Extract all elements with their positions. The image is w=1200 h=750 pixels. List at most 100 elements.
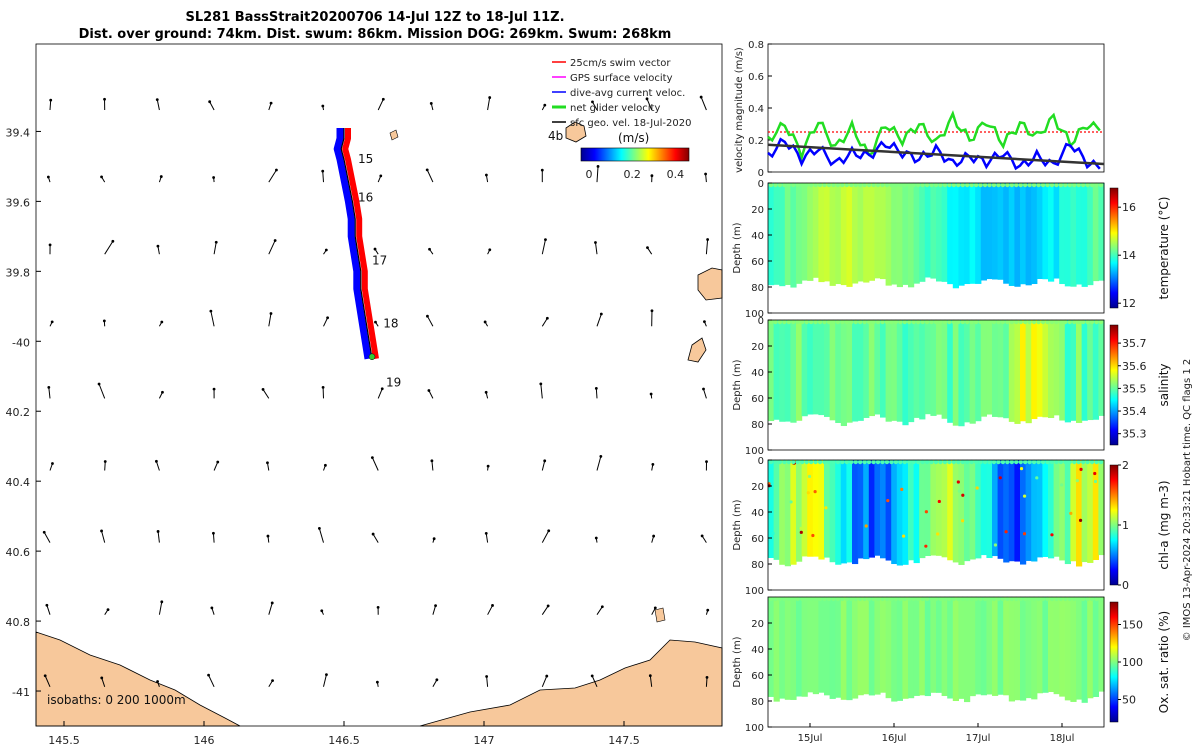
- current-arrow-head: [590, 674, 594, 678]
- surface-dot: [880, 182, 885, 188]
- surface-dot: [795, 319, 800, 325]
- surface-dot: [965, 319, 970, 325]
- data-column: [1014, 460, 1021, 562]
- data-column: [969, 597, 976, 697]
- surface-dot: [808, 596, 814, 602]
- surface-dot: [1018, 596, 1023, 602]
- surface-dot: [831, 319, 836, 325]
- current-arrow: [431, 460, 434, 471]
- data-column: [919, 460, 926, 559]
- data-column: [1076, 597, 1083, 700]
- current-arrow-head: [379, 174, 383, 178]
- surface-dot: [791, 319, 796, 325]
- data-column: [784, 320, 791, 422]
- surface-dot: [987, 319, 992, 325]
- current-arrow: [591, 675, 598, 688]
- surface-dot: [844, 596, 850, 602]
- panel-colorbar: [1109, 601, 1119, 723]
- data-column: [1098, 183, 1105, 281]
- data-point: [771, 531, 775, 535]
- data-column: [1092, 460, 1099, 561]
- vel-series-line: [767, 143, 1105, 166]
- surface-dot: [996, 182, 1001, 188]
- island-small: [687, 337, 707, 363]
- current-arrow: [104, 241, 114, 255]
- surface-dot: [840, 182, 845, 188]
- current-arrow: [209, 101, 215, 111]
- data-column: [986, 460, 993, 559]
- surface-dot: [991, 319, 997, 325]
- panel-frame: [767, 596, 1105, 728]
- colorbar-label: salinity: [1157, 363, 1171, 406]
- data-column: [975, 460, 982, 559]
- surface-dot: [1014, 596, 1019, 602]
- footer-note: © IMOS 13-Apr-2024 20:33:21 Hobart time.…: [1182, 359, 1193, 642]
- data-column: [1081, 460, 1088, 563]
- surface-dot: [1022, 182, 1028, 188]
- current-arrow-head: [706, 608, 710, 612]
- data-column: [930, 183, 937, 279]
- data-column: [930, 320, 937, 416]
- map-legend: 25cm/s swim vector GPS surface velocity di…: [552, 58, 691, 129]
- data-column: [1087, 597, 1094, 699]
- y-tick-label: -40: [12, 336, 30, 349]
- current-arrow-head: [111, 239, 115, 243]
- data-column: [790, 183, 797, 288]
- current-arrow-head: [594, 241, 597, 244]
- data-column: [896, 597, 903, 701]
- current-arrow-head: [485, 675, 489, 678]
- current-arrow-head: [49, 98, 53, 102]
- surface-dot: [1098, 319, 1104, 325]
- surface-dot: [871, 459, 876, 465]
- x-tick-label: 145.5: [48, 734, 80, 747]
- data-column: [1020, 597, 1027, 701]
- current-arrow-head: [370, 456, 374, 460]
- y-tick-label: 40.4: [6, 476, 31, 489]
- current-arrow: [213, 461, 219, 471]
- surface-dot: [907, 319, 912, 325]
- data-column: [1070, 183, 1077, 287]
- surface-dot: [1049, 182, 1055, 188]
- surface-dot: [969, 596, 974, 602]
- current-arrow-head: [50, 320, 54, 324]
- data-column: [1020, 320, 1027, 422]
- surface-dot: [857, 596, 863, 602]
- depth-tick-label: 80: [751, 560, 764, 571]
- current-arrow: [49, 100, 52, 111]
- current-arrow-head: [270, 601, 274, 605]
- data-column: [980, 183, 987, 281]
- data-column: [773, 320, 780, 420]
- colorbar-tick-label: 0: [1122, 579, 1129, 592]
- surface-dot: [1067, 182, 1072, 188]
- surface-dot: [1005, 182, 1010, 188]
- surface-dot: [808, 459, 814, 465]
- vel-y-tick-label: 0: [758, 168, 764, 179]
- data-column: [941, 320, 948, 419]
- data-column: [824, 183, 831, 282]
- surface-dot: [1094, 182, 1099, 188]
- data-column: [880, 183, 887, 280]
- surface-dot: [1036, 596, 1041, 602]
- current-arrow-head: [648, 674, 652, 678]
- vel-y-tick-label: 0.2: [748, 136, 764, 147]
- surface-dot: [982, 182, 988, 188]
- surface-dot: [795, 596, 800, 602]
- surface-dot: [902, 459, 907, 465]
- velocity-frame: [767, 43, 1105, 173]
- data-column: [840, 597, 847, 700]
- data-column: [1031, 597, 1038, 700]
- surface-dot: [1089, 182, 1095, 188]
- surface-dot: [911, 459, 916, 465]
- surface-dot: [924, 459, 930, 465]
- data-point: [960, 519, 965, 523]
- data-column: [1036, 183, 1043, 280]
- data-point: [799, 526, 803, 530]
- y-tick-label: 39.8: [6, 266, 31, 279]
- current-arrow-head: [323, 463, 327, 467]
- legend-entry: GPS surface velocity: [570, 73, 673, 84]
- surface-dot: [857, 459, 863, 465]
- data-column: [840, 460, 847, 564]
- surface-dot: [987, 459, 992, 465]
- data-column: [796, 320, 803, 421]
- surface-dot: [929, 319, 934, 325]
